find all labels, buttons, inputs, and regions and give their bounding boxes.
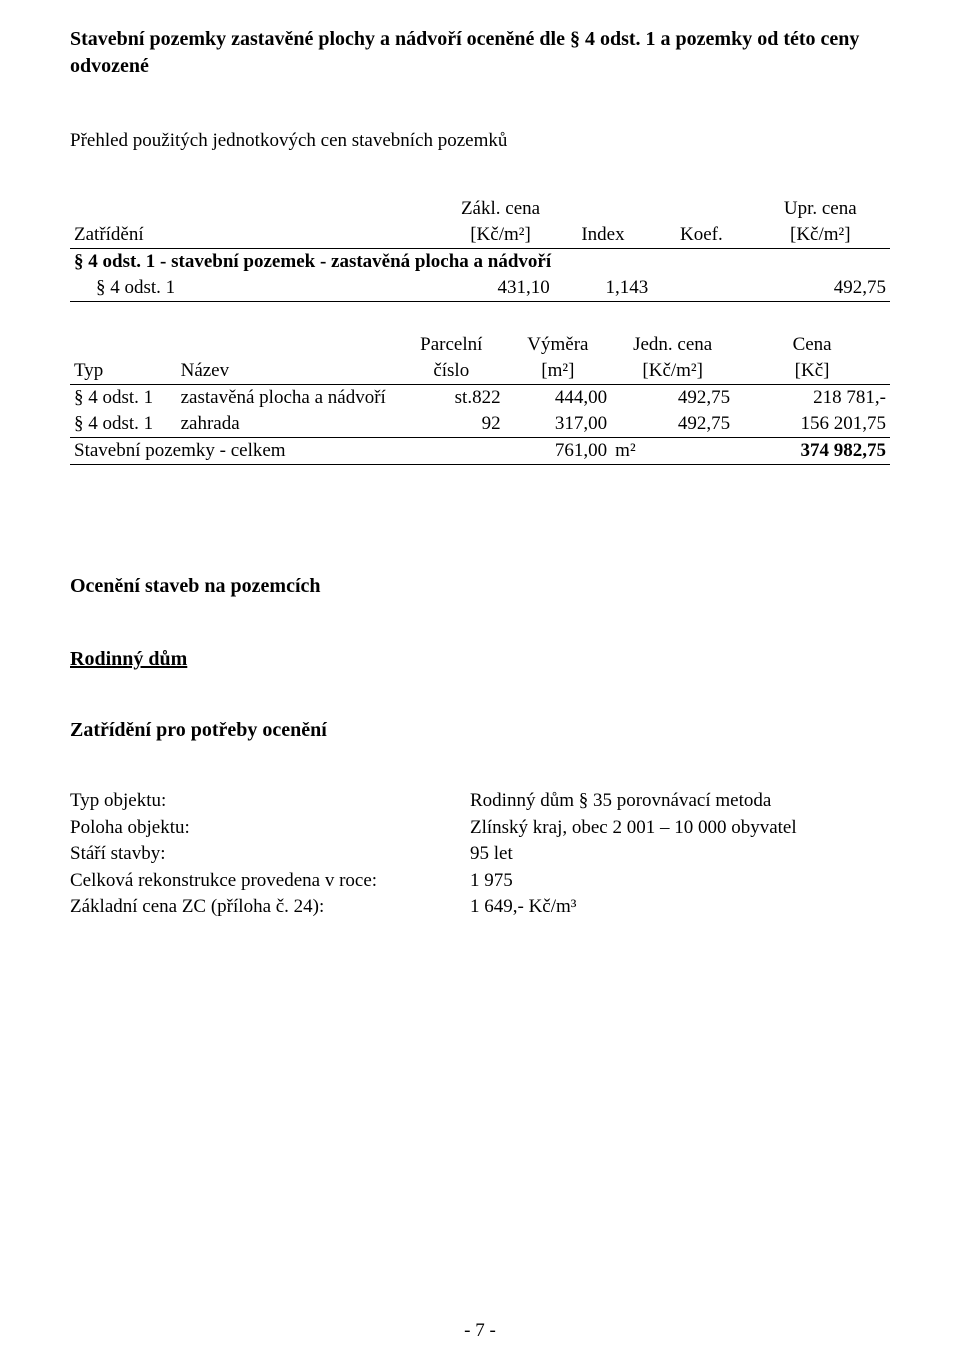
kv-value: Zlínský kraj, obec 2 001 – 10 000 obyvat… [470,815,890,842]
cell-nazev: zastavěná plocha a nádvoří [177,385,398,412]
total-unit: m² [611,438,734,465]
th-index: Index [554,196,652,249]
th-cena-bot: [Kč] [734,358,890,385]
kv-row: Poloha objektu: Zlínský kraj, obec 2 001… [70,815,890,842]
kv-row: Základní cena ZC (příloha č. 24): 1 649,… [70,894,890,921]
subtitle: Přehled použitých jednotkových cen stave… [70,130,890,152]
cell-cena: 218 781,- [734,385,890,412]
th-jedn-top: Jedn. cena [611,332,734,358]
parcel-table: Typ Název Parcelní Výměra Jedn. cena Cen… [70,332,890,465]
th-jedn-bot: [Kč/m²] [611,358,734,385]
cell-nazev: zahrada [177,411,398,438]
cell-typ: § 4 odst. 1 [70,411,177,438]
section-title: Ocenění staveb na pozemcích [70,575,890,598]
cell-vym: 317,00 [505,411,612,438]
page-number: - 7 - [0,1320,960,1342]
cell-upr: 492,75 [751,275,890,302]
kv-row: Stáří stavby: 95 let [70,841,890,868]
table-header-row: Zatřídění Zákl. cena Index Koef. Upr. ce… [70,196,890,222]
kv-key: Poloha objektu: [70,815,470,842]
th-nazev: Název [177,332,398,385]
kv-key: Stáří stavby: [70,841,470,868]
total-cena: 374 982,75 [734,438,890,465]
zatrideni-heading: Zatřídění pro potřeby ocenění [70,719,890,742]
kv-key: Základní cena ZC (příloha č. 24): [70,894,470,921]
kv-row: Typ objektu: Rodinný dům § 35 porovnávac… [70,788,890,815]
total-vym: 761,00 [505,438,612,465]
kv-value: 95 let [470,841,890,868]
table-row: § 4 odst. 1 431,10 1,143 492,75 [70,275,890,302]
cell-koef [652,275,750,302]
table-row: § 4 odst. 1 zahrada 92 317,00 492,75 156… [70,411,890,438]
th-parc-bot: číslo [398,358,505,385]
group-label: § 4 odst. 1 - stavební pozemek - zastavě… [70,249,890,276]
th-parc-top: Parcelní [398,332,505,358]
cell-parc: st.822 [398,385,505,412]
unit-price-table: Zatřídění Zákl. cena Index Koef. Upr. ce… [70,196,890,302]
page-title: Stavební pozemky zastavěné plochy a nádv… [70,26,890,80]
th-zatrideni: Zatřídění [70,196,447,249]
th-vym-bot: [m²] [505,358,612,385]
kv-row: Celková rekonstrukce provedena v roce: 1… [70,868,890,895]
th-zakl-bot: [Kč/m²] [447,222,554,249]
cell-vym: 444,00 [505,385,612,412]
cell-index: 1,143 [554,275,652,302]
th-upr-top: Upr. cena [751,196,890,222]
cell-jedn: 492,75 [611,411,734,438]
cell-label: § 4 odst. 1 [70,275,447,302]
th-upr-bot: [Kč/m²] [751,222,890,249]
th-typ: Typ [70,332,177,385]
cell-cena: 156 201,75 [734,411,890,438]
table-group-row: § 4 odst. 1 - stavební pozemek - zastavě… [70,249,890,276]
kv-value: 1 649,- Kč/m³ [470,894,890,921]
cell-parc: 92 [398,411,505,438]
kv-value: 1 975 [470,868,890,895]
th-cena-top: Cena [734,332,890,358]
kv-key: Typ objektu: [70,788,470,815]
th-koef: Koef. [652,196,750,249]
total-label: Stavební pozemky - celkem [70,438,505,465]
th-zakl-top: Zákl. cena [447,196,554,222]
th-vym-top: Výměra [505,332,612,358]
kv-value: Rodinný dům § 35 porovnávací metoda [470,788,890,815]
kv-list: Typ objektu: Rodinný dům § 35 porovnávac… [70,788,890,921]
cell-jedn: 492,75 [611,385,734,412]
cell-typ: § 4 odst. 1 [70,385,177,412]
kv-key: Celková rekonstrukce provedena v roce: [70,868,470,895]
cell-zakl: 431,10 [447,275,554,302]
table-header-row: Typ Název Parcelní Výměra Jedn. cena Cen… [70,332,890,358]
table-row: § 4 odst. 1 zastavěná plocha a nádvoří s… [70,385,890,412]
table-total-row: Stavební pozemky - celkem 761,00 m² 374 … [70,438,890,465]
rodinny-dum-heading: Rodinný dům [70,648,890,671]
